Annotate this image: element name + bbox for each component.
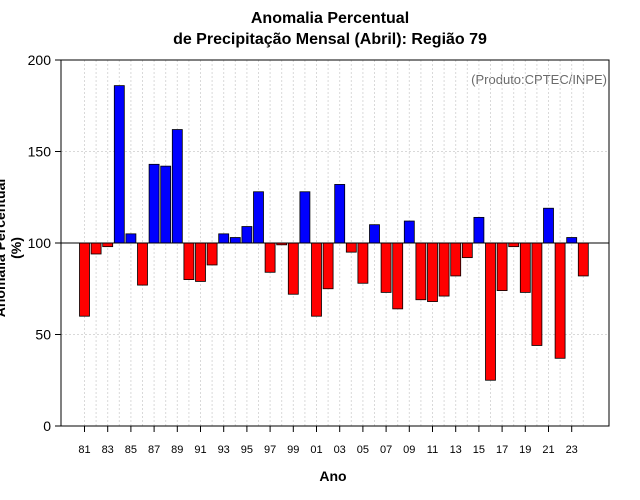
x-tick-label: 95 [241, 444, 253, 456]
bar-00 [299, 191, 311, 244]
x-tick-label: 83 [102, 444, 114, 456]
x-tick-label: 15 [473, 444, 485, 456]
bar-17 [496, 242, 508, 291]
bar-10 [415, 242, 427, 301]
bar-02 [322, 242, 334, 290]
bar-82 [90, 242, 102, 255]
bar-06 [369, 224, 380, 244]
x-tick-label: 03 [334, 444, 346, 456]
chart-title-line-2: de Precipitação Mensal (Abril): Região 7… [173, 31, 487, 48]
bar-01 [311, 242, 322, 317]
bar-05 [357, 242, 369, 284]
bar-81 [79, 242, 90, 317]
x-tick-label: 13 [450, 444, 462, 456]
x-tick-label: 23 [566, 444, 578, 456]
bar-08 [392, 242, 404, 310]
x-axis-label: Ano [319, 468, 347, 484]
x-tick-label: 09 [403, 444, 415, 456]
bar-20 [531, 242, 543, 346]
x-tick-label: 11 [427, 444, 438, 456]
bar-22 [554, 242, 566, 359]
x-tick-label: 21 [542, 444, 554, 456]
bar-94 [229, 237, 241, 244]
x-tick-label: 93 [218, 444, 230, 456]
x-tick-label: 91 [194, 444, 206, 456]
bar-15 [473, 216, 485, 244]
bar-92 [206, 242, 218, 266]
x-tick-label: 19 [519, 444, 531, 456]
x-tick-label: 05 [357, 444, 369, 456]
bar-84 [113, 85, 125, 244]
x-tick-label: 01 [310, 444, 322, 456]
y-tick-label: 100 [28, 235, 52, 251]
bar-23 [566, 237, 578, 244]
bar-85 [125, 233, 137, 244]
bar-88 [160, 165, 172, 244]
bar-11 [427, 242, 438, 302]
y-tick-label: 50 [35, 327, 51, 343]
bar-96 [253, 191, 264, 244]
bar-03 [334, 184, 346, 244]
bar-16 [485, 242, 496, 381]
bar-19 [519, 242, 531, 293]
bar-83 [102, 242, 114, 248]
bar-93 [218, 233, 230, 244]
bar-04 [345, 242, 357, 253]
bar-89 [171, 129, 183, 244]
x-tick-label: 87 [148, 444, 160, 456]
x-tick-label: 97 [264, 444, 276, 456]
bar-87 [148, 163, 160, 244]
bar-24 [577, 242, 589, 277]
x-tick-label: 85 [125, 444, 137, 456]
y-tick-label: 0 [43, 418, 51, 434]
x-tick-label: 89 [171, 444, 183, 456]
x-tick-label: 07 [380, 444, 392, 456]
bar-91 [195, 242, 206, 282]
credit-text: (Produto:CPTEC/INPE) [471, 72, 607, 87]
bar-18 [508, 242, 520, 248]
bar-14 [461, 242, 473, 259]
bar-99 [287, 242, 299, 295]
bar-97 [264, 242, 276, 273]
bar-13 [450, 242, 462, 277]
y-tick-label: 200 [28, 52, 52, 68]
bar-12 [438, 242, 450, 297]
x-tick-label: 17 [496, 444, 508, 456]
x-tick-label: 81 [78, 444, 90, 456]
bar-90 [183, 242, 195, 280]
bar-21 [543, 207, 554, 244]
bar-09 [403, 220, 415, 244]
bar-07 [380, 242, 392, 293]
chart-title-line-1: Anomalia Percentual [250, 10, 410, 27]
bar-86 [137, 242, 148, 286]
bar-95 [241, 226, 253, 244]
y-tick-label: 150 [28, 144, 52, 160]
x-tick-label: 99 [287, 444, 299, 456]
